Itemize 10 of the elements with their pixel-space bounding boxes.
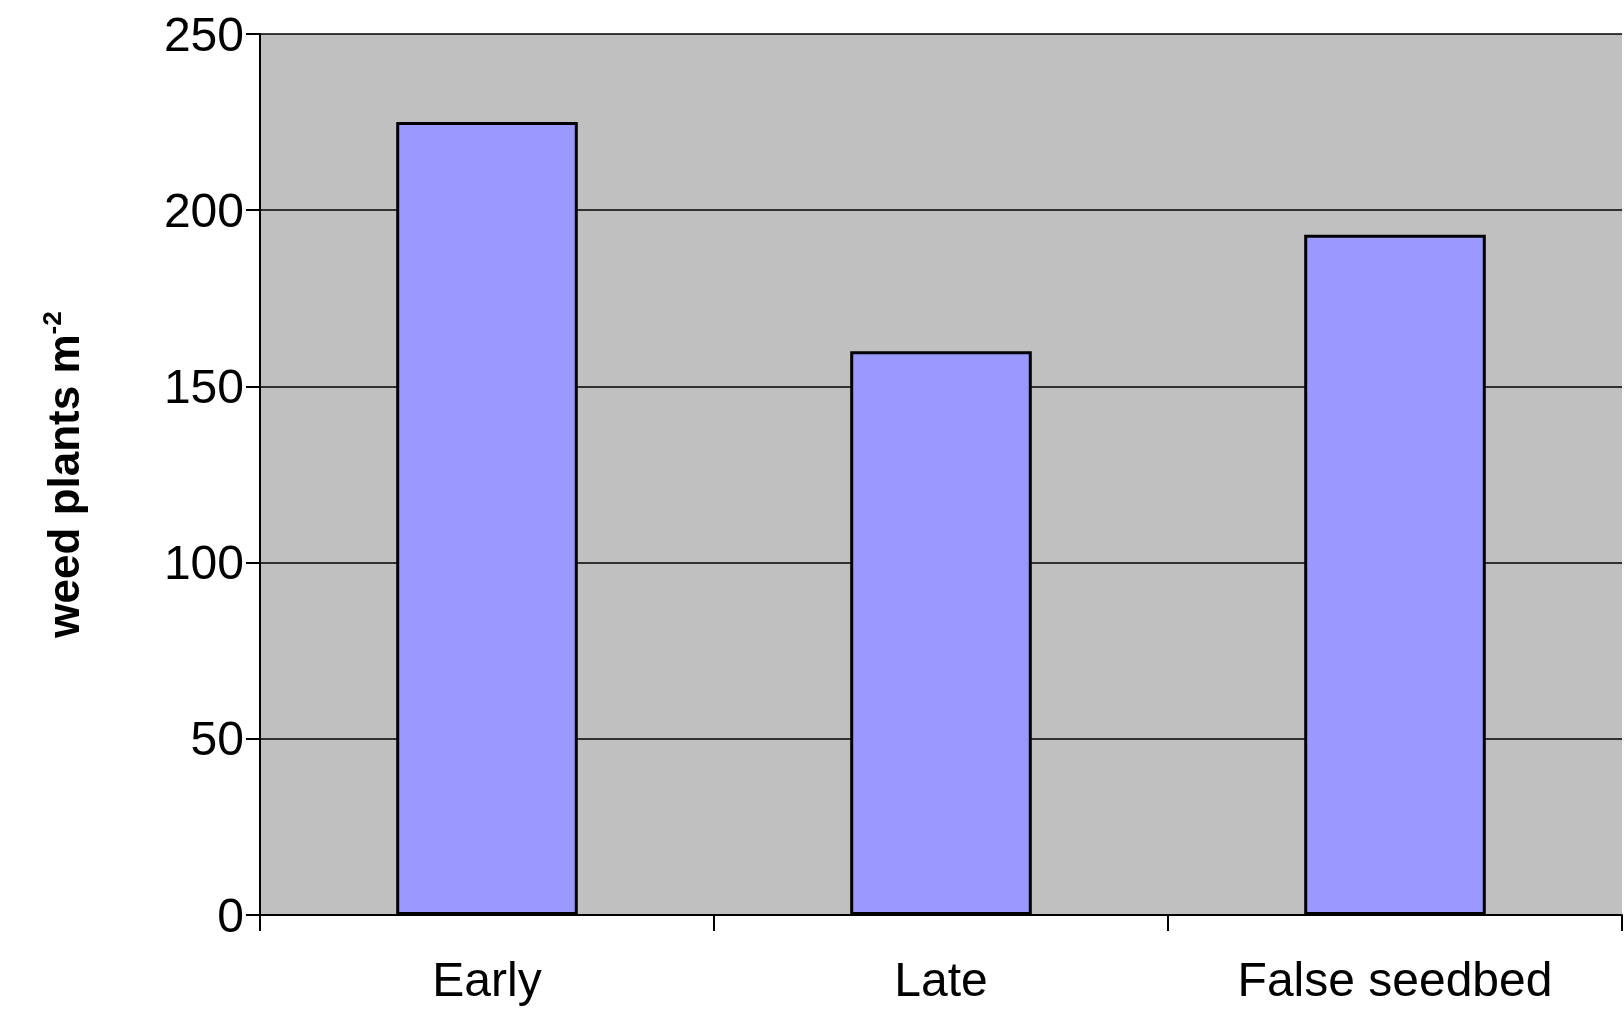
y-tick-label: 100 bbox=[163, 536, 244, 590]
y-tick-label: 50 bbox=[190, 712, 244, 766]
x-tick-label: False seedbed bbox=[1237, 952, 1553, 1006]
y-axis-title: weed plants m-2 bbox=[37, 311, 88, 639]
y-tick-label: 250 bbox=[163, 7, 244, 61]
y-tick-label: 150 bbox=[163, 359, 244, 413]
y-tick-label: 200 bbox=[163, 183, 244, 237]
x-tick-label: Early bbox=[432, 952, 542, 1006]
y-tick-label: 0 bbox=[217, 888, 244, 942]
x-tick-label: Late bbox=[894, 952, 988, 1006]
